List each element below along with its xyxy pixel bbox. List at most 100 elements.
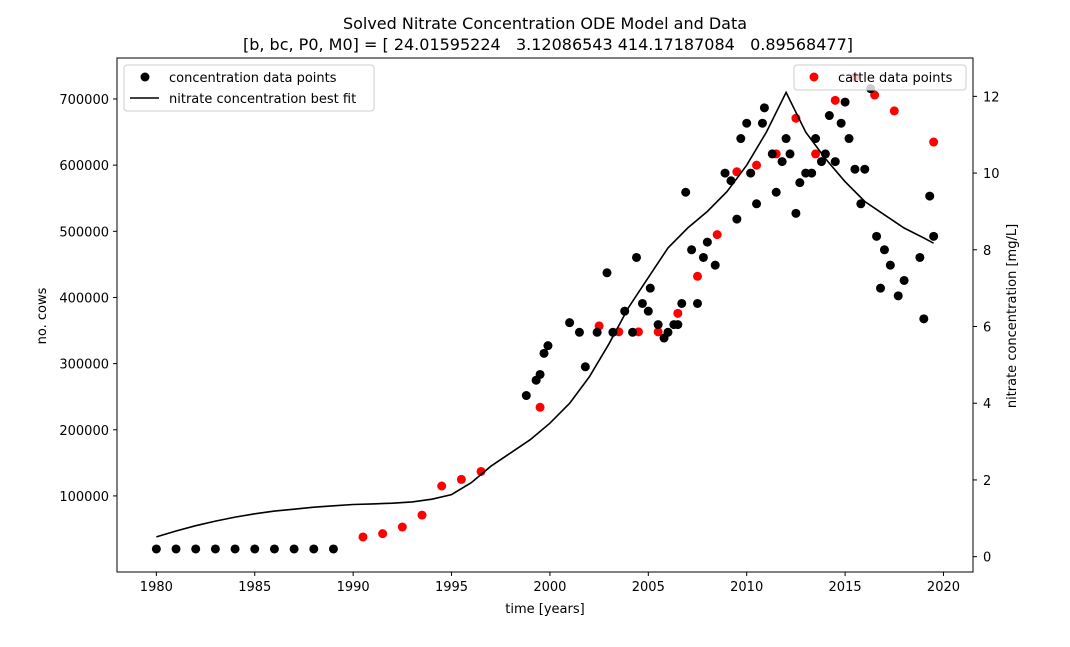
concentration-data-point: [171, 544, 181, 554]
concentration-data-point: [702, 237, 712, 247]
cattle-data-point: [752, 160, 762, 170]
plot-frame: [116, 57, 974, 573]
y-right-tick-label: 6: [983, 321, 991, 336]
concentration-data-point: [328, 544, 338, 554]
concentration-data-point: [210, 544, 220, 554]
concentration-data-point: [681, 187, 691, 197]
concentration-data-point: [732, 214, 742, 224]
concentration-data-point: [720, 168, 730, 178]
concentration-data-point: [602, 268, 612, 278]
concentration-data-point: [850, 164, 860, 174]
concentration-data-point: [663, 327, 673, 337]
concentration-data-point: [643, 306, 653, 316]
concentration-data-point: [677, 298, 687, 308]
concentration-data-point: [840, 97, 850, 107]
y-left-tick-label: 600000: [59, 159, 109, 174]
concentration-data-point: [230, 544, 240, 554]
cattle-data-point: [889, 106, 899, 116]
cattle-data-point: [693, 271, 703, 281]
concentration-data-point: [539, 348, 549, 358]
concentration-data-point: [759, 103, 769, 113]
concentration-data-point: [565, 318, 575, 328]
y-axis-left-label: no. cows: [35, 287, 50, 344]
concentration-data-point: [620, 306, 630, 316]
concentration-data-point: [736, 134, 746, 144]
concentration-data-point: [653, 320, 663, 330]
y-right-tick-label: 2: [983, 474, 991, 489]
y-left-tick-label: 100000: [59, 490, 109, 505]
concentration-data-point: [574, 327, 584, 337]
x-axis: 1980 1985 1990 1995 2000 2005 2010 2015 2020: [140, 572, 960, 595]
concentration-series: [151, 84, 939, 554]
cattle-data-point: [378, 529, 388, 539]
x-tick-label: 1995: [435, 580, 468, 595]
cattle-data-point: [476, 466, 486, 476]
cattle-data-point: [712, 230, 722, 240]
concentration-data-point: [824, 111, 834, 121]
cattle-data-point: [437, 481, 447, 491]
cattle-data-point: [535, 402, 545, 412]
y-right-tick-label: 8: [983, 244, 991, 259]
concentration-data-point: [673, 320, 683, 330]
concentration-data-point: [693, 298, 703, 308]
concentration-data-point: [742, 118, 752, 128]
y-axis-right: 0 2 4 6 8 10 12: [973, 90, 1000, 566]
y-right-tick-label: 0: [983, 551, 991, 566]
x-axis-label: time [years]: [505, 602, 584, 617]
concentration-data-point: [879, 245, 889, 255]
concentration-data-point: [915, 252, 925, 262]
concentration-data-point: [521, 391, 531, 401]
concentration-data-point: [632, 252, 642, 262]
fit-line: [156, 90, 934, 538]
cattle-series: [358, 72, 939, 542]
y-right-tick-label: 10: [983, 167, 1000, 182]
cattle-data-point: [358, 532, 368, 542]
concentration-data-point: [811, 134, 821, 144]
legend-right-box: [793, 64, 967, 91]
concentration-data-point: [820, 149, 830, 159]
chart-title: Solved Nitrate Concentration ODE Model a…: [343, 14, 747, 33]
y-right-tick-label: 4: [983, 397, 991, 412]
legend-fit-label: nitrate concentration best fit: [169, 92, 356, 107]
cattle-data-point: [830, 95, 840, 105]
concentration-data-point: [791, 208, 801, 218]
x-tick-label: 2005: [632, 580, 665, 595]
legend-left-box: [123, 64, 375, 112]
concentration-data-point: [309, 544, 319, 554]
concentration-data-point: [535, 369, 545, 379]
concentration-data-point: [893, 291, 903, 301]
cattle-data-point: [397, 522, 407, 532]
concentration-data-point: [592, 327, 602, 337]
concentration-data-point: [698, 252, 708, 262]
concentration-data-point: [836, 118, 846, 128]
concentration-data-point: [785, 149, 795, 159]
concentration-data-point: [752, 199, 762, 209]
concentration-data-point: [746, 168, 756, 178]
y-right-tick-label: 12: [983, 90, 1000, 105]
concentration-data-point: [830, 157, 840, 167]
x-tick-label: 1980: [140, 580, 173, 595]
concentration-data-point: [876, 283, 886, 293]
cattle-data-point: [673, 308, 683, 318]
legend-concentration-label: concentration data points: [169, 71, 337, 86]
concentration-data-point: [860, 164, 870, 174]
y-left-tick-label: 400000: [59, 291, 109, 306]
y-axis-left: 100000 200000 300000 400000 500000 600000 7000…: [59, 93, 117, 505]
concentration-data-point: [816, 157, 826, 167]
chart-subtitle: [b, bc, P0, M0] = [ 24.01595224 3.120865…: [243, 35, 853, 54]
concentration-data-point: [844, 134, 854, 144]
concentration-data-point: [726, 176, 736, 186]
legend-cattle-marker: [809, 72, 819, 82]
legend-right: cattle data points: [793, 64, 967, 91]
y-left-tick-label: 300000: [59, 358, 109, 373]
concentration-data-point: [250, 544, 260, 554]
concentration-data-point: [710, 260, 720, 270]
y-axis-right-label: nitrate concentration [mg/L]: [1005, 224, 1020, 408]
cattle-data-point: [811, 149, 821, 159]
concentration-data-point: [771, 187, 781, 197]
concentration-data-point: [637, 298, 647, 308]
y-left-tick-label: 200000: [59, 424, 109, 439]
concentration-data-point: [872, 231, 882, 241]
concentration-data-point: [191, 544, 201, 554]
